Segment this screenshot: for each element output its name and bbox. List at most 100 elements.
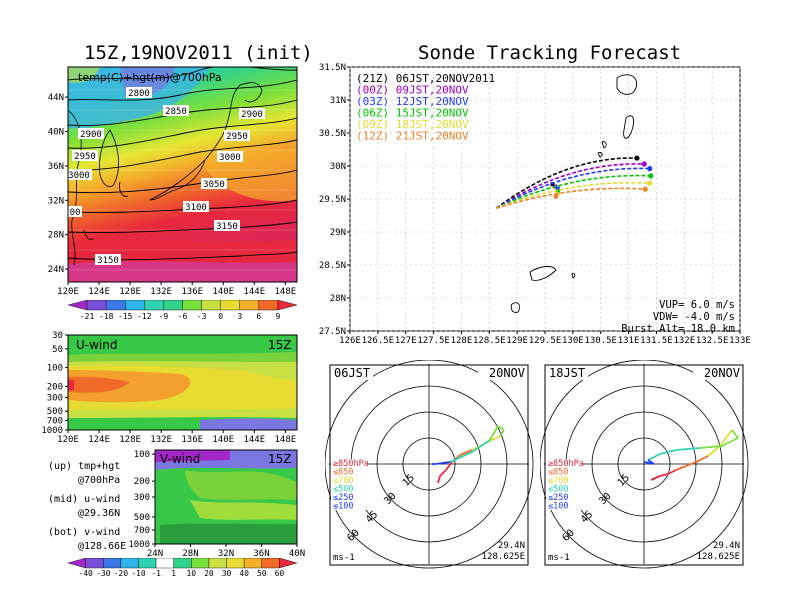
map-x-tick-label: 124E xyxy=(88,287,110,297)
hodo-legend-entry: ≤500 xyxy=(333,485,353,495)
wind-colorbar-swatch xyxy=(208,558,227,569)
hodo-wind-trace xyxy=(647,453,661,461)
hodo-title-bg xyxy=(478,366,527,380)
track-end-point xyxy=(641,161,647,167)
track-y-tick-label: 29N xyxy=(330,228,346,238)
hodo-ring xyxy=(402,437,456,491)
track-legend-entry: (21Z) 06JST,20NOV2011 xyxy=(356,72,495,85)
v-wind-x-tick-label: 40N xyxy=(289,549,305,559)
u-wind-x-tick-label: 128E xyxy=(119,435,141,445)
sonde-track-panel: (21Z) 06JST,20NOV2011(00Z) 09JST,20NOV(0… xyxy=(319,63,751,346)
wind-colorbar-tick-label: -20 xyxy=(114,569,129,578)
hodo-lon-label: 128.625E xyxy=(482,552,525,562)
wind-colorbar-tick-label: -40 xyxy=(78,569,93,578)
hodo-legend-bg xyxy=(546,484,582,493)
hodo-title-right: 20NOV xyxy=(489,366,525,380)
track-burst-marker xyxy=(555,186,560,191)
track-title: Sonde Tracking Forecast xyxy=(418,42,682,64)
hodo-wind-trace xyxy=(667,469,677,475)
hodo-wind-trace xyxy=(707,445,721,457)
map-colorbar-swatch xyxy=(182,300,202,311)
map-colorbar-swatch xyxy=(86,300,107,311)
map-colorbar-swatch xyxy=(258,300,279,311)
map-colorbar-swatch xyxy=(105,300,126,311)
hodo-wind-trace xyxy=(471,439,491,453)
wind-colorbar: -40 -30 -20 -10 -1 1 10 20 30 40 50 60 xyxy=(67,558,298,578)
hodo-legend-bg xyxy=(331,484,367,493)
hodo-legend-entry: ≤250 xyxy=(333,493,353,503)
track-burst-marker xyxy=(556,189,561,194)
hodo-wind-trace xyxy=(643,461,655,465)
v-wind-x-tick-label: 36N xyxy=(253,549,269,559)
track-end-point xyxy=(647,166,653,172)
hodo-legend-bg xyxy=(331,459,367,468)
hodo-wind-trace xyxy=(731,429,739,439)
side-label-bot: (bot) v-wind xyxy=(48,527,121,538)
hodo-legend-entry: ≤850 xyxy=(548,468,568,478)
u-wind-y-tick-label: 500 xyxy=(47,407,63,417)
hodo-ring xyxy=(325,360,534,569)
track-x-tick-label: 126E xyxy=(339,336,361,346)
hodo-wind-trace xyxy=(699,445,723,449)
vup-annotation: VUP= 6.0 m/s xyxy=(659,299,735,311)
track-x-tick-label: 131E xyxy=(618,336,640,346)
track-end-point xyxy=(642,186,648,192)
wind-colorbar-swatch xyxy=(138,558,157,569)
hodo-legend-entry: ≤100 xyxy=(548,502,568,512)
hodo-ring xyxy=(591,411,697,517)
wind-colorbar-swatch xyxy=(120,558,139,569)
track-x-tick-label: 130E xyxy=(562,336,584,346)
hodo-wind-trace xyxy=(675,465,687,471)
v-wind-time: 15Z xyxy=(268,452,292,466)
hodo-title-left: 06JST xyxy=(334,366,370,380)
map-y-tick-label: 24N xyxy=(48,265,64,275)
hodo-legend-bg xyxy=(331,476,367,485)
v-wind-y-tick-label: 100 xyxy=(134,450,150,460)
hodo-wind-trace xyxy=(721,437,739,447)
map-x-tick-label: 148E xyxy=(275,287,297,297)
hodo-wind-trace xyxy=(437,475,441,484)
v-wind-x-tick-label: 24N xyxy=(147,549,163,559)
track-y-tick-label: 28N xyxy=(330,294,346,304)
u-wind-time: 15Z xyxy=(268,338,292,352)
hodo-legend-entry: ≤500 xyxy=(548,485,568,495)
hodo-legend-entry: ≤850 xyxy=(333,468,353,478)
wind-colorbar-tick-label: 60 xyxy=(275,569,285,578)
hodo-ring xyxy=(376,411,482,517)
map-y-tick-label: 40N xyxy=(48,128,64,138)
hodo-legend-bg xyxy=(546,467,582,476)
track-x-tick-label: 130.5E xyxy=(584,336,617,346)
wind-colorbar-swatch xyxy=(155,558,174,569)
hodo-lat-label: 29.4N xyxy=(498,541,525,551)
wind-colorbar-swatch xyxy=(103,558,122,569)
map-colorbar-tick-label: 9 xyxy=(276,312,281,321)
u-wind-y-tick-label: 300 xyxy=(47,393,63,403)
hodo-lon-label: 128.625E xyxy=(697,552,740,562)
map-colorbar-tick-label: -9 xyxy=(159,312,169,321)
wind-colorbar-tick-label: 20 xyxy=(204,569,214,578)
map-colorbar-tick-label: 6 xyxy=(256,312,261,321)
hodo-unit-label: ms-1 xyxy=(333,553,355,563)
track-end-point xyxy=(647,180,653,186)
hodo-wind-trace xyxy=(659,449,677,455)
hodo-wind-trace xyxy=(497,425,505,431)
track-x-tick-label: 132.5E xyxy=(696,336,729,346)
hodo-legend-entry: ≤250 xyxy=(548,493,568,503)
map-colorbar-tick-label: -3 xyxy=(197,312,207,321)
hodo-wind-trace xyxy=(695,455,709,463)
side-label-mid: (mid) u-wind xyxy=(48,494,121,505)
u-wind-y-tick-label: 700 xyxy=(47,416,63,426)
track-y-tick-label: 29.5N xyxy=(319,195,346,205)
hodo-ring xyxy=(540,360,749,569)
contour-label: 2900 xyxy=(80,130,102,140)
map-title: 15Z,19NOV2011 (init) xyxy=(84,42,313,64)
map-y-tick-label: 36N xyxy=(48,162,64,172)
v-wind-x-tick-label: 32N xyxy=(218,549,234,559)
track-burst-marker xyxy=(553,194,558,199)
hodo-title-bg xyxy=(693,366,742,380)
hodo-wind-trace xyxy=(459,449,473,456)
hodo-wind-trace xyxy=(489,425,499,441)
track-y-tick-label: 27.5N xyxy=(319,327,346,337)
contour-label: 3100 xyxy=(185,203,207,213)
